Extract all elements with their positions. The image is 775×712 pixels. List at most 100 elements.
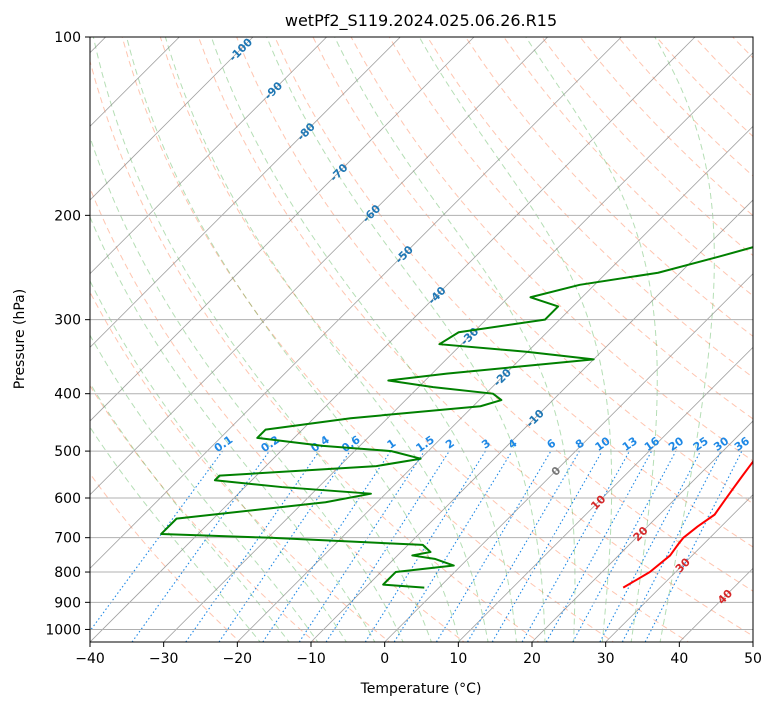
y-tick-label: 200 [54, 208, 81, 224]
isotherm-line [90, 37, 696, 642]
moist-adiabat-line [164, 37, 489, 642]
isotherm-line [531, 420, 753, 642]
y-tick-label: 500 [54, 444, 81, 460]
isotherm-label: -40 [425, 284, 448, 307]
moist-adiabat-line [90, 382, 290, 642]
moist-adiabat-line [90, 135, 404, 642]
plot-frame [89, 36, 754, 643]
moist-adiabat-line [90, 334, 319, 642]
temperature-line [622, 459, 753, 589]
mixing-ratio-line [545, 450, 653, 642]
isotherm-label: -10 [524, 407, 547, 430]
y-tick-label: 900 [54, 595, 81, 611]
x-tick-label: −30 [149, 651, 179, 667]
x-tick-label: 40 [670, 651, 688, 667]
isotherm-line [752, 641, 753, 642]
mixing-ratio-label: 0.6 [339, 433, 363, 455]
isotherm-line [90, 37, 327, 275]
mixing-ratio-label: 2 [443, 437, 457, 452]
dry-adiabat-line [159, 37, 690, 642]
moist-adiabat-line [90, 279, 347, 642]
dry-adiabat-line [350, 37, 753, 462]
x-axis: −40 −30 −20 −10 0 10 20 30 40 50 [75, 642, 762, 667]
mixing-ratio-label: 1 [385, 437, 399, 452]
isotherm-line [237, 125, 753, 642]
isotherm-label: 20 [631, 524, 651, 544]
mixing-ratio-line [572, 450, 677, 642]
dry-adiabat-line [121, 37, 615, 642]
background-lines [90, 37, 775, 644]
moist-adiabat-line [126, 37, 461, 642]
y-tick-label: 300 [54, 313, 81, 329]
isotherm-label: -70 [327, 161, 350, 184]
mixing-ratio-line [644, 450, 743, 642]
x-tick-label: 20 [523, 651, 541, 667]
isotherm-label: -90 [262, 79, 285, 102]
mixing-ratio-line [467, 450, 580, 642]
moist-adiabat-line [90, 215, 376, 642]
isotherm-line [679, 567, 753, 642]
dry-adiabat-line [198, 37, 753, 637]
x-tick-label: −10 [296, 651, 326, 667]
dry-adiabat-line [90, 384, 316, 642]
mixing-ratio-label: 0.2 [259, 433, 282, 455]
dry-adiabat-line [90, 186, 465, 642]
isotherm-label: 40 [715, 587, 735, 607]
isotherm-label: -100 [226, 35, 255, 64]
isotherm-label: 0 [549, 464, 564, 479]
chart-title: wetPf2_S119.2024.025.06.26.R15 [285, 11, 557, 31]
dry-adiabat-line [541, 37, 753, 257]
dry-adiabat-line [388, 37, 753, 420]
dry-adiabat-line [732, 37, 753, 59]
isotherm-line [90, 37, 548, 496]
mixing-ratio-line [435, 450, 552, 642]
isotherm-line [163, 52, 753, 642]
x-tick-label: 0 [380, 651, 389, 667]
y-tick-label: 400 [54, 387, 81, 403]
y-tick-label: 100 [54, 30, 81, 46]
y-tick-label: 600 [54, 491, 81, 507]
dewpoint-line [160, 246, 753, 589]
isotherm-line [90, 37, 622, 569]
y-tick-label: 1000 [45, 622, 81, 638]
mixing-ratio-line [521, 450, 630, 642]
x-tick-label: 10 [449, 651, 467, 667]
mixing-ratio-label: 1.5 [414, 433, 437, 455]
pressure-gridlines [90, 37, 753, 630]
sounding-curves [160, 246, 753, 589]
moist-adiabat-line [92, 37, 432, 642]
dry-adiabat-line [274, 37, 753, 548]
dry-adiabat-line [236, 37, 753, 592]
isotherm-label: 10 [588, 492, 608, 512]
mixing-ratio-line [90, 450, 223, 632]
isotherm-line [90, 37, 401, 348]
isotherm-line [605, 494, 753, 642]
mixing-ratio-label: 8 [573, 437, 587, 452]
mixing-ratio-line [393, 450, 513, 642]
isotherm-label: -80 [295, 120, 318, 143]
isotherm-line [310, 199, 753, 642]
dry-adiabat-line [90, 291, 391, 642]
y-tick-label: 700 [54, 531, 81, 547]
mixing-ratio-label: 0.1 [212, 433, 235, 455]
isotherm-label: -30 [458, 325, 481, 348]
dry-adiabat-line [694, 37, 753, 98]
mixing-ratio-label: 3 [479, 437, 493, 452]
moist-adiabat-line [90, 426, 261, 642]
x-tick-label: −40 [75, 651, 105, 667]
isotherm-line [458, 346, 753, 642]
isotherm-line [90, 37, 254, 201]
dry-adiabat-line [771, 37, 775, 644]
mixing-ratio-line [218, 450, 351, 642]
y-axis-label: Pressure (hPa) [12, 289, 28, 389]
y-axis: 100 200 300 400 500 600 700 800 900 1000 [45, 30, 90, 638]
isotherm-label: -50 [393, 243, 416, 266]
mixing-ratio-line [491, 450, 603, 642]
y-tick-label: 800 [54, 565, 81, 581]
x-tick-label: 30 [597, 651, 615, 667]
isotherm-line [384, 273, 753, 642]
dry-adiabat-line [90, 472, 241, 642]
